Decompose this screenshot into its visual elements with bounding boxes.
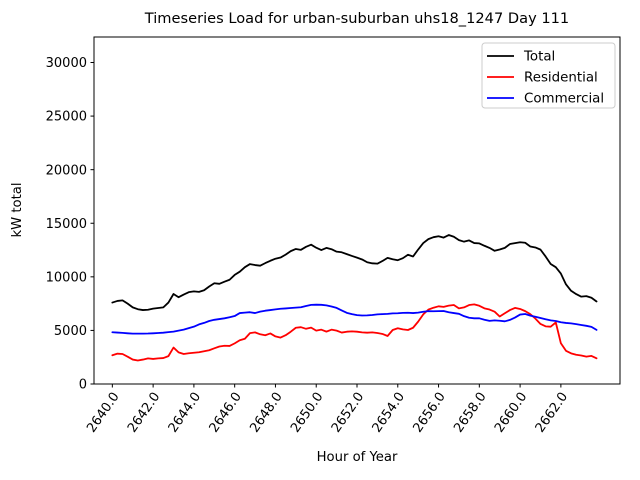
x-tick-label: 2656.0 [410, 390, 448, 436]
x-tick-label: 2658.0 [451, 390, 489, 436]
series-line-residential [111, 303, 598, 362]
y-tick-label: 25000 [46, 110, 87, 125]
y-tick-label: 0 [79, 378, 87, 393]
y-tick-label: 15000 [46, 217, 87, 232]
legend-label-total: Total [523, 50, 555, 65]
legend-box [481, 42, 616, 109]
y-tick-label: 5000 [54, 324, 87, 339]
y-axis-label: kW total [10, 182, 25, 237]
x-tick-label: 2654.0 [370, 390, 408, 436]
legend-label-residential: Residential [524, 71, 598, 86]
x-tick-label: 2640.0 [84, 390, 122, 436]
plot-frame [93, 36, 621, 385]
x-tick-label: 2644.0 [166, 390, 204, 436]
legend-label-commercial: Commercial [524, 92, 604, 107]
x-tick-label: 2642.0 [125, 390, 163, 436]
x-tick-label: 2646.0 [207, 390, 245, 436]
legend: Total Residential Commercial [481, 42, 616, 109]
series-line-commercial [111, 303, 598, 335]
y-tick-label: 20000 [46, 163, 87, 178]
y-tick-label: 30000 [46, 56, 87, 71]
x-tick-label: 2652.0 [329, 390, 367, 436]
x-tick-label: 2650.0 [288, 390, 326, 436]
x-tick-label: 2648.0 [247, 390, 285, 436]
y-tick-label: 10000 [46, 270, 87, 285]
x-tick-label: 2660.0 [492, 390, 530, 436]
data-lines [111, 234, 598, 362]
x-axis-label: Hour of Year [317, 450, 398, 465]
chart-title: Timeseries Load for urban-suburban uhs18… [144, 10, 569, 27]
x-tick-label: 2662.0 [533, 390, 571, 436]
series-line-total [111, 234, 598, 311]
